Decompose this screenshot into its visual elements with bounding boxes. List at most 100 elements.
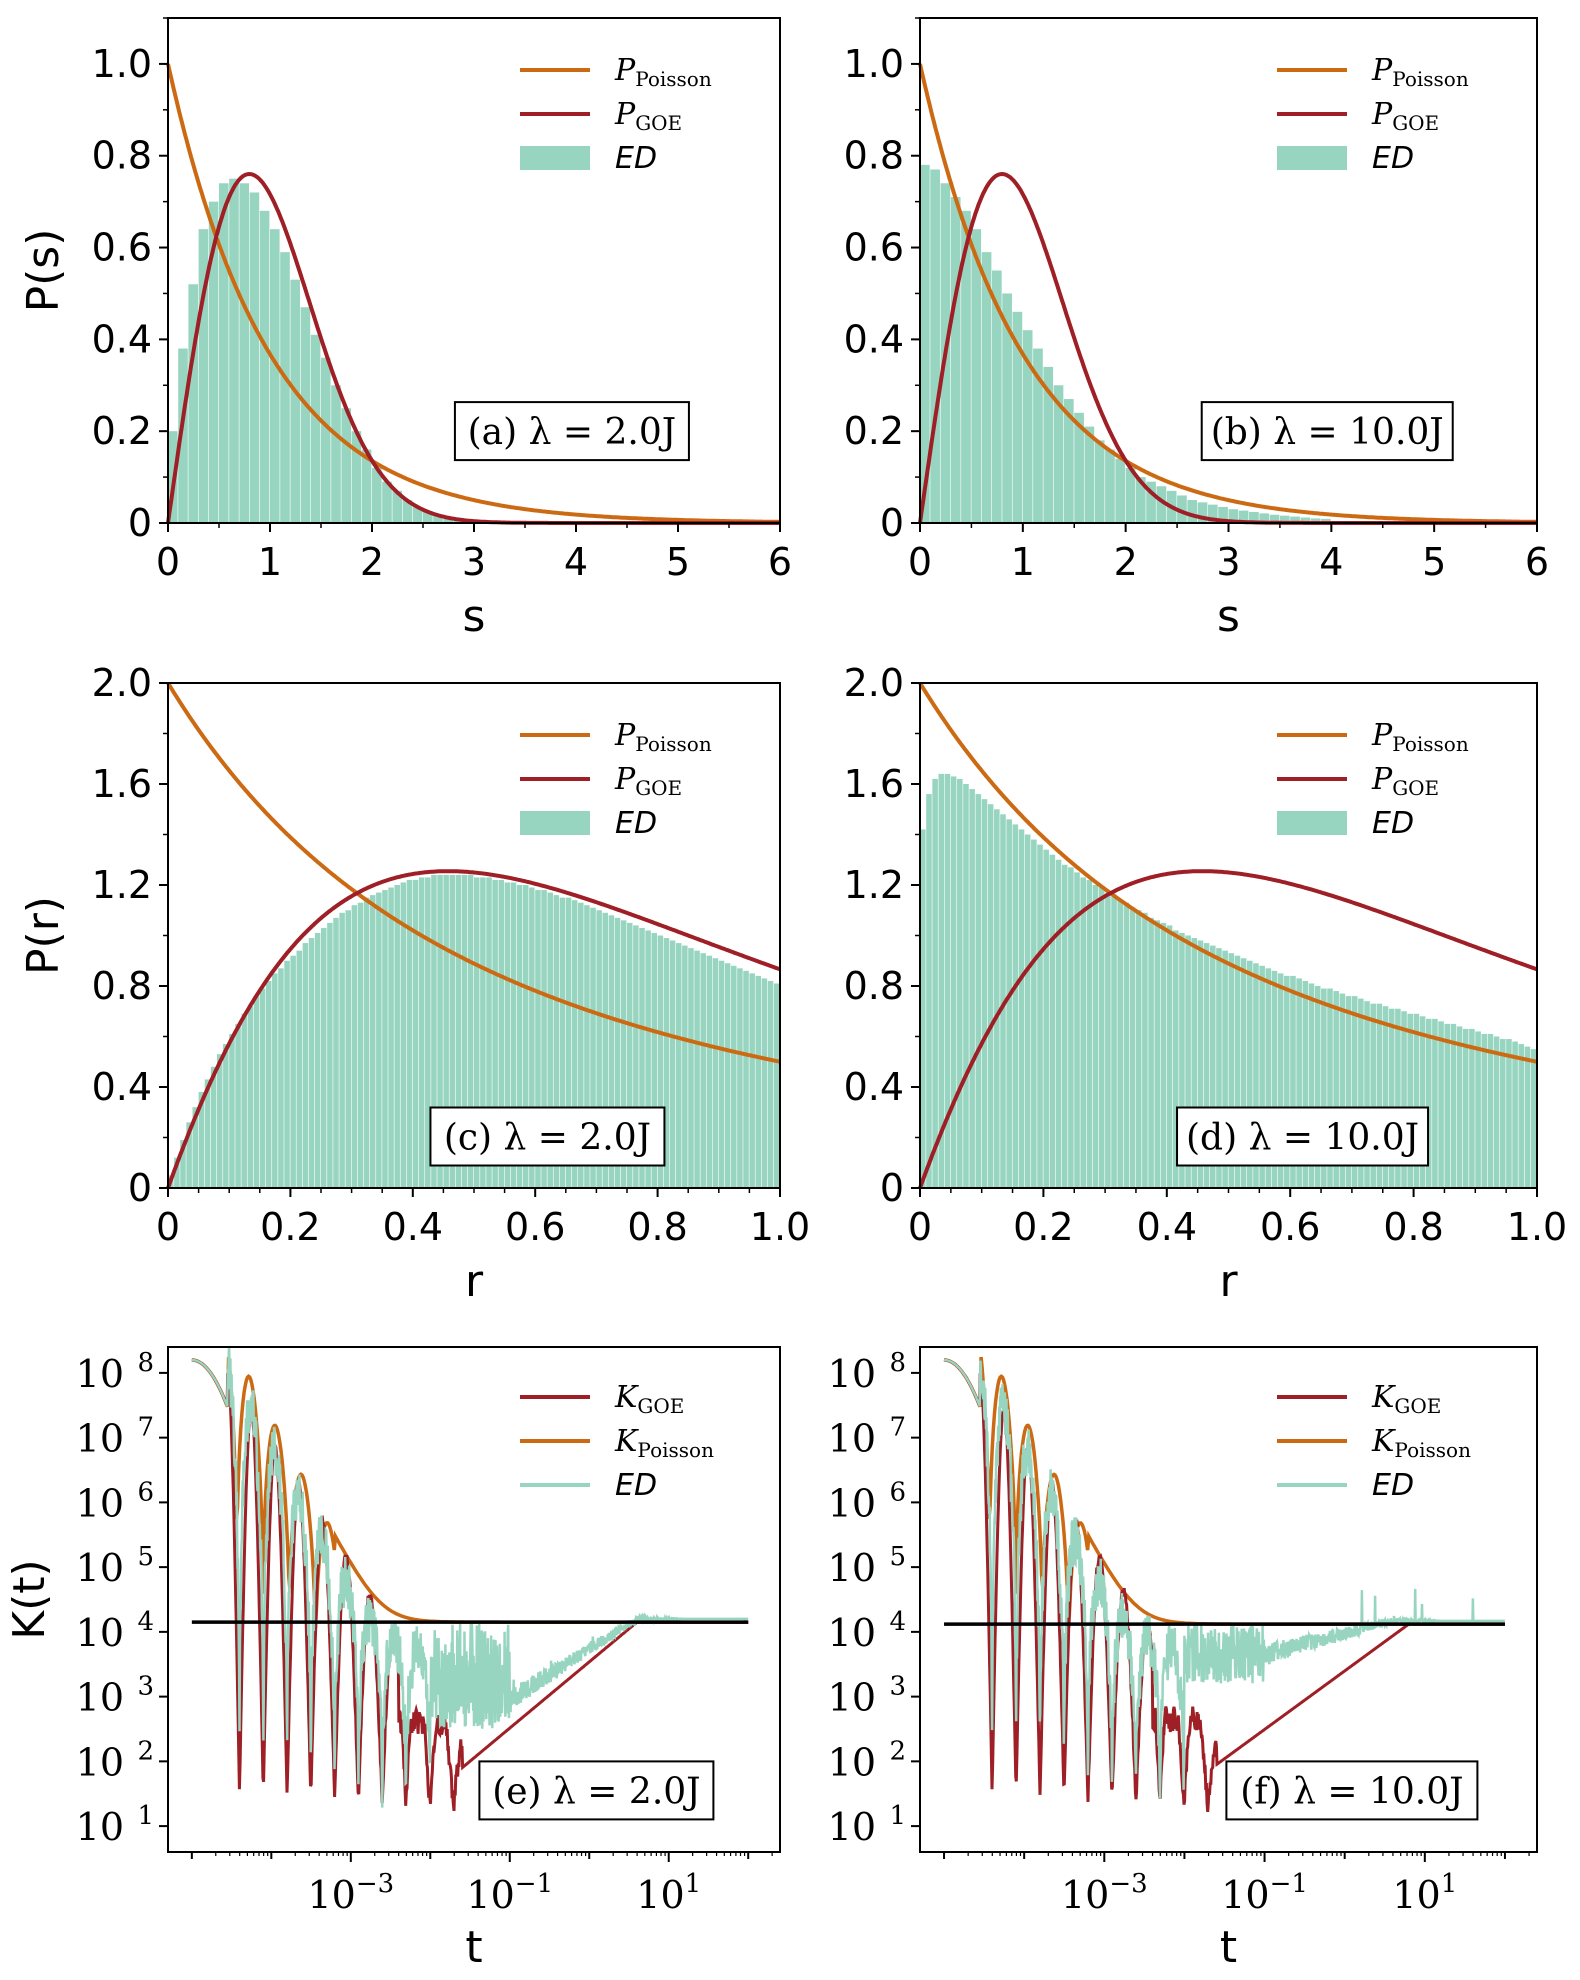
ed-bar [1388, 1008, 1395, 1188]
ed-bar [522, 885, 529, 1188]
ed-bar [749, 973, 755, 1188]
ed-bar [541, 890, 547, 1188]
panel-c: 0 0.2 0.4 0.6 0.8 1.0 0 0.4 0.8 1.2 1.6 2.0 r P(r) PPo… [18, 661, 810, 1307]
ed-bar [969, 789, 975, 1188]
ed-bar [351, 431, 362, 523]
ed-bar [361, 449, 372, 523]
ed-bar [1506, 1039, 1512, 1188]
ed-bar [1296, 978, 1302, 1188]
ed-bar [1115, 458, 1126, 523]
goe-r-curve [166, 869, 781, 1189]
ed-bar [449, 874, 456, 1188]
x-axis-title: s [463, 591, 486, 642]
poisson-r-curve [166, 681, 781, 1064]
ed-bar [357, 902, 364, 1188]
ed-bar [1203, 943, 1210, 1188]
ed-bar [455, 874, 462, 1188]
legend-label: ED [615, 1468, 657, 1503]
ed-bar [547, 892, 553, 1188]
ed-bar [516, 885, 523, 1188]
ed-bar [981, 252, 992, 524]
ed-bar [724, 963, 731, 1188]
ed-bar [961, 210, 971, 523]
ed-bar [1284, 975, 1290, 1188]
ed-bar [443, 874, 449, 1188]
ed-bar [1033, 348, 1043, 523]
ed-bar [394, 885, 400, 1188]
ed-bar [731, 965, 737, 1188]
ed-bar [602, 912, 609, 1188]
ed-bar [369, 895, 376, 1188]
y-tick-label: 0 [880, 1166, 904, 1210]
y-tick-label: 0.4 [844, 317, 904, 361]
ed-bar [944, 773, 951, 1188]
y-tick-label: 0.8 [92, 964, 152, 1008]
y-tick-label: 0.8 [844, 964, 904, 1008]
panel-annotation: (b) λ = 10.0J [1211, 412, 1444, 453]
ed-bar [486, 877, 492, 1188]
ed-bar [1111, 895, 1117, 1188]
x-tick-label: 1.0 [1507, 1205, 1567, 1249]
legend-label: KPoisson [1371, 1424, 1471, 1462]
ed-bar [1300, 517, 1311, 523]
y-axis-title: K(t) [4, 1559, 55, 1639]
x-tick-label: 2 [360, 540, 384, 584]
ed-bar [1493, 1036, 1500, 1188]
ed-bar [1074, 872, 1080, 1188]
ed-bar [1218, 506, 1228, 523]
ed-bar [1222, 950, 1228, 1188]
poisson-s-curve [918, 63, 1538, 524]
x-tick-label: 4 [1319, 540, 1343, 584]
ed-bar [265, 980, 272, 1188]
legend-label: PGOE [614, 762, 682, 800]
ed-bar [1321, 988, 1327, 1188]
ed-bar [1438, 1021, 1444, 1188]
ed-bar [535, 890, 541, 1188]
ed-bar [1345, 996, 1352, 1188]
poisson-s-curve [166, 63, 781, 524]
ed-bar [400, 882, 407, 1188]
ed-bar [1271, 970, 1278, 1188]
ed-bar [971, 229, 982, 523]
y-tick-label: 10 7 [76, 1413, 154, 1461]
ed-bar [1327, 988, 1333, 1188]
ed-bar [314, 932, 321, 1188]
ed-bar [402, 500, 413, 523]
y-tick-label: 10 6 [76, 1477, 154, 1525]
ed-bar [706, 955, 713, 1188]
ed-bar [290, 955, 296, 1188]
ed-bar [675, 943, 682, 1188]
x-tick-label: 0.4 [383, 1205, 443, 1249]
axes-frame [167, 1346, 781, 1853]
ed-bar [1148, 917, 1154, 1188]
y-tick-label: 0.8 [92, 134, 152, 178]
y-tick-label: 10 8 [76, 1348, 154, 1396]
ed-bar [1462, 1028, 1469, 1188]
ed-bar [1216, 948, 1222, 1188]
ed-bar [712, 958, 719, 1188]
ed-bar [1234, 955, 1241, 1188]
ed-bar [1249, 511, 1259, 523]
y-tick-label: 10 8 [828, 1348, 906, 1396]
y-tick-label: 0.4 [92, 317, 152, 361]
ed-bar [1024, 834, 1031, 1188]
ed-bar [1351, 996, 1358, 1188]
ed-bar [1146, 481, 1156, 523]
ed-bar [453, 520, 464, 523]
ed-bar [1055, 859, 1062, 1188]
ed-bar [1006, 819, 1012, 1188]
ed-bar [1481, 1033, 1488, 1188]
y-tick-label: 1.2 [92, 863, 152, 907]
x-tick-label: 2 [1114, 540, 1138, 584]
y-tick-label: 0 [128, 1166, 152, 1210]
ed-bar [1419, 1016, 1426, 1188]
y-tick-label: 10 2 [76, 1736, 154, 1784]
ed-bar [510, 882, 517, 1188]
ed-bar [608, 915, 615, 1188]
ed-bar [743, 970, 749, 1188]
ed-bar [553, 895, 560, 1188]
x-tick-label: 0.2 [1013, 1205, 1073, 1249]
ed-bar [423, 511, 433, 523]
ed-bar [1098, 887, 1105, 1188]
